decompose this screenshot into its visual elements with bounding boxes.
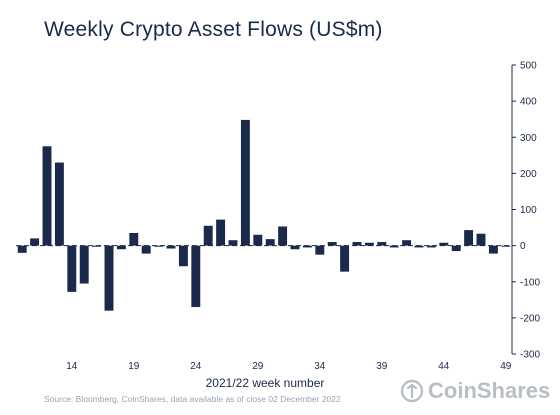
bar-week-11 xyxy=(30,238,40,246)
y-tick-label: -100 xyxy=(520,277,540,288)
y-tick-label: -300 xyxy=(520,350,540,361)
bar-week-43 xyxy=(426,245,436,248)
bar-week-36 xyxy=(340,245,350,272)
bar-week-29 xyxy=(253,234,263,246)
x-tick-label: 34 xyxy=(314,361,326,372)
bar-week-39 xyxy=(377,242,387,246)
x-tick-label: 14 xyxy=(66,361,78,372)
bar-week-13 xyxy=(54,162,64,246)
y-tick-label: 100 xyxy=(520,205,537,216)
bar-week-34 xyxy=(315,245,325,255)
bar-week-12 xyxy=(42,146,52,246)
x-axis-label: 2021/22 week number xyxy=(205,376,325,390)
y-tick-label: 300 xyxy=(520,133,537,144)
bar-week-15 xyxy=(79,245,89,284)
bar-week-33 xyxy=(302,245,312,248)
bar-week-16 xyxy=(92,245,102,247)
y-tick-label: 500 xyxy=(520,61,537,72)
bar-week-25 xyxy=(203,225,213,246)
bar-week-40 xyxy=(389,245,399,248)
bar-week-32 xyxy=(290,245,300,250)
bar-week-24 xyxy=(191,245,201,308)
bar-week-38 xyxy=(364,242,374,246)
x-tick-label: 29 xyxy=(252,361,264,372)
bar-week-28 xyxy=(240,119,250,246)
source-note: Source: Bloomberg, CoinShares, data avai… xyxy=(44,394,341,404)
bar-week-35 xyxy=(327,242,337,246)
bar-week-47 xyxy=(476,233,486,246)
bar-week-14 xyxy=(67,245,77,292)
bar-week-31 xyxy=(278,226,288,246)
bar-week-21 xyxy=(154,245,164,247)
bar-week-42 xyxy=(414,245,424,248)
brand-logo: CoinShares xyxy=(400,378,550,404)
bar-week-45 xyxy=(451,245,461,252)
bar-week-20 xyxy=(141,245,151,254)
y-tick-label: 200 xyxy=(520,169,537,180)
y-tick-label: 400 xyxy=(520,97,537,108)
bar-week-44 xyxy=(439,242,449,246)
bar-week-26 xyxy=(216,219,226,246)
bar-week-27 xyxy=(228,240,238,246)
bar-week-10 xyxy=(17,245,27,253)
bar-week-30 xyxy=(265,239,275,246)
x-tick-label: 24 xyxy=(190,361,202,372)
bar-week-17 xyxy=(104,245,114,311)
x-tick-label: 19 xyxy=(128,361,140,372)
bar-week-41 xyxy=(402,240,412,246)
x-tick-label: 44 xyxy=(438,361,450,372)
bar-week-49 xyxy=(501,245,511,247)
bar-week-46 xyxy=(464,230,474,246)
bar-week-19 xyxy=(129,232,139,246)
bar-week-22 xyxy=(166,245,176,249)
x-tick-label: 49 xyxy=(500,361,512,372)
x-tick-label: 39 xyxy=(376,361,388,372)
y-tick-label: 0 xyxy=(520,241,526,252)
y-tick-label: -200 xyxy=(520,313,540,324)
bar-week-23 xyxy=(178,245,188,267)
chart-title: Weekly Crypto Asset Flows (US$m) xyxy=(44,18,383,41)
bar-week-37 xyxy=(352,242,362,246)
coinshares-logo-icon xyxy=(400,379,424,403)
bar-week-18 xyxy=(116,245,126,250)
bar-week-48 xyxy=(488,245,498,254)
brand-name: CoinShares xyxy=(428,378,551,403)
